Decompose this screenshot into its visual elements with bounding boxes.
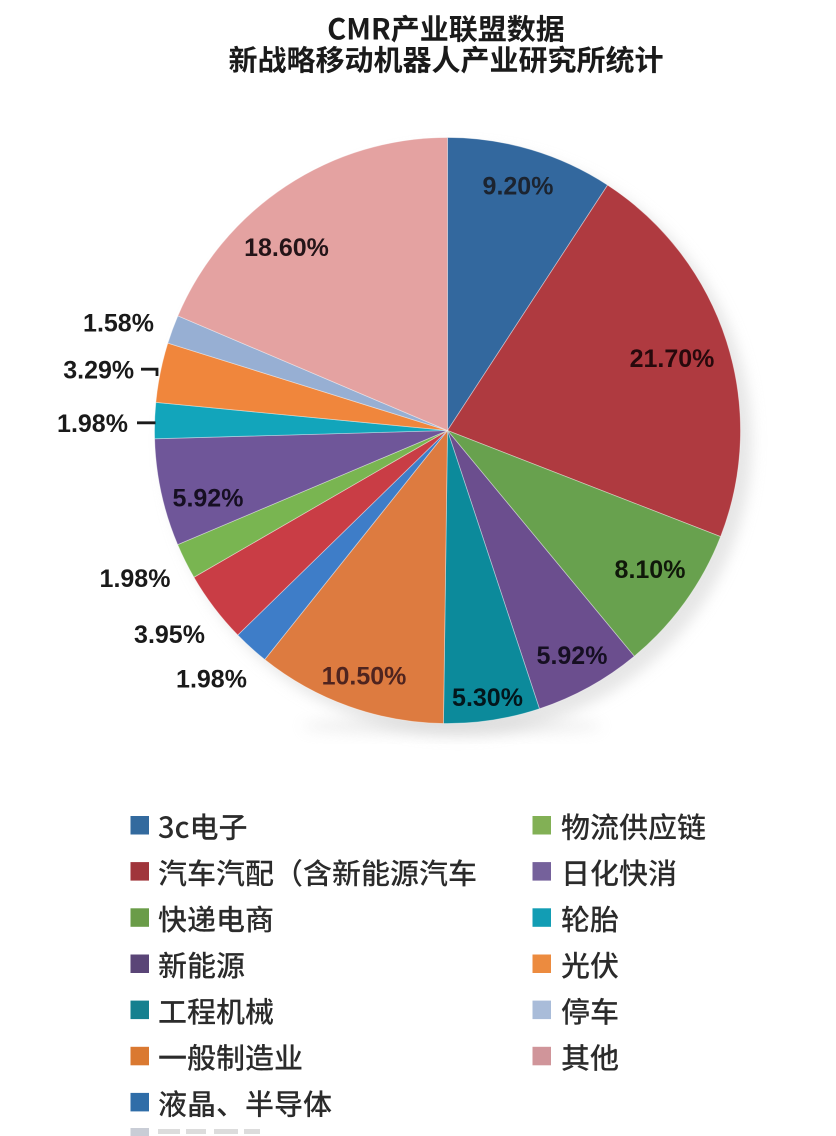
svg-text:1.98%: 1.98%: [176, 666, 247, 694]
svg-text:1.58%: 1.58%: [83, 310, 154, 338]
svg-text:8.10%: 8.10%: [615, 556, 686, 584]
svg-text:3.29%: 3.29%: [63, 357, 134, 385]
svg-text:5.92%: 5.92%: [173, 485, 244, 513]
svg-text:3.95%: 3.95%: [134, 621, 205, 649]
svg-text:9.20%: 9.20%: [483, 173, 554, 201]
svg-text:5.30%: 5.30%: [452, 684, 523, 712]
svg-text:5.92%: 5.92%: [537, 642, 608, 670]
svg-text:10.50%: 10.50%: [322, 663, 407, 691]
svg-text:1.98%: 1.98%: [57, 410, 128, 438]
svg-text:21.70%: 21.70%: [630, 345, 715, 373]
svg-text:1.98%: 1.98%: [100, 565, 171, 593]
svg-text:18.60%: 18.60%: [244, 234, 329, 262]
